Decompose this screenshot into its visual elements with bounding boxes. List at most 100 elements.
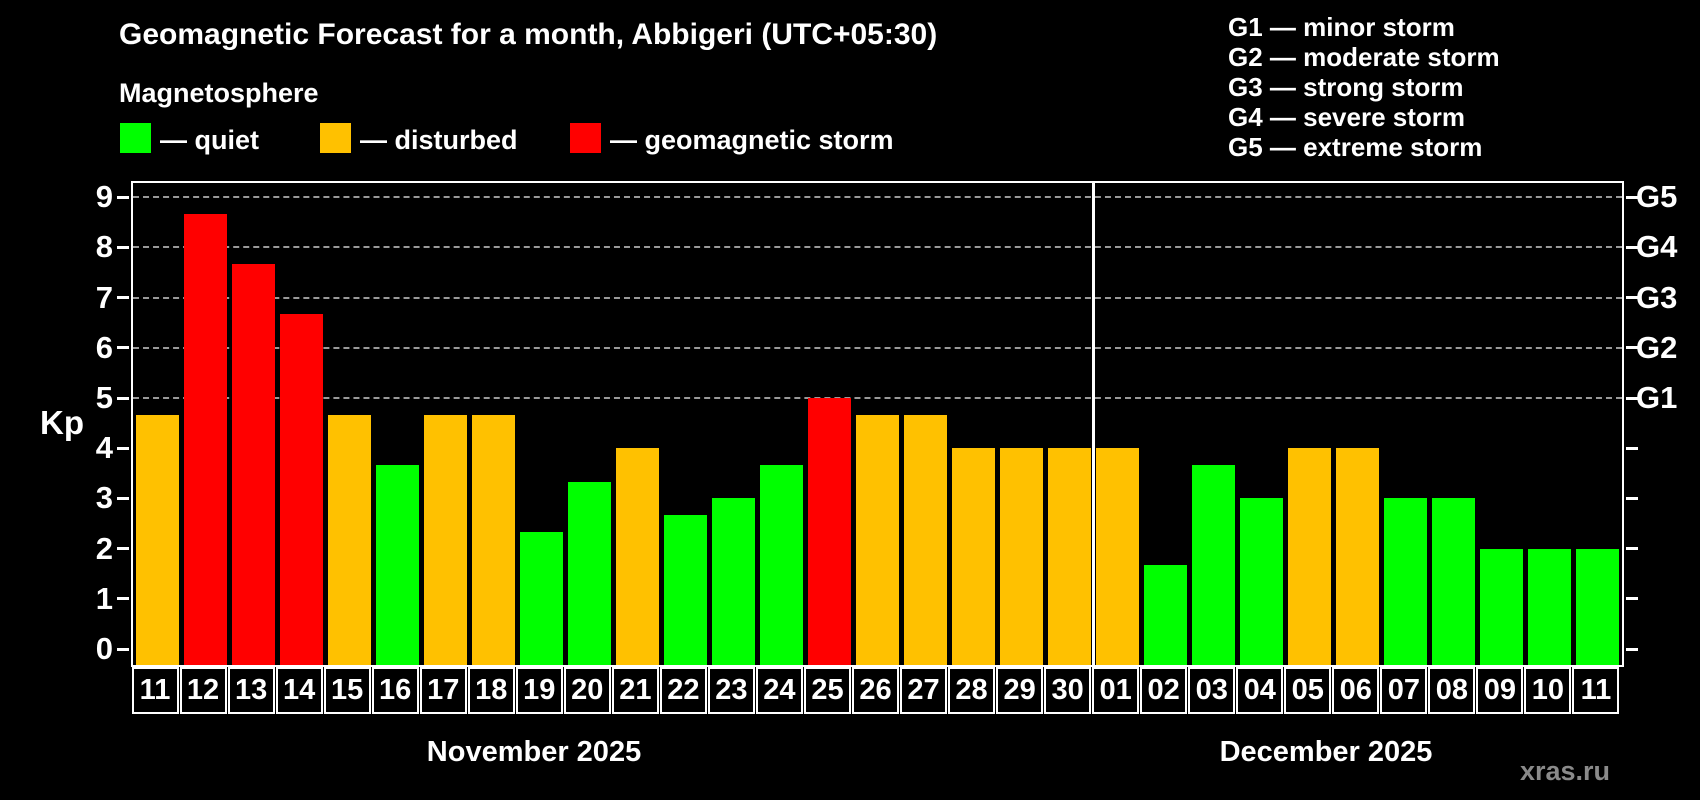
kp-bar-26	[856, 415, 899, 665]
date-box-21: 21	[611, 667, 659, 714]
kp-bar-25	[807, 398, 851, 665]
kp-bar-22	[663, 515, 707, 665]
kp-bar-12	[183, 214, 227, 665]
g-legend-line-g5: G5 — extreme storm	[1228, 132, 1483, 162]
date-box-11: 11	[131, 667, 179, 714]
date-box-26: 26	[852, 667, 899, 714]
right-tick-4	[1626, 446, 1638, 450]
g-level-label-g1: G1	[1636, 380, 1678, 415]
left-tick-1	[117, 597, 129, 601]
y-tick-label-4: 4	[95, 430, 113, 466]
g-legend-line-g3: G3 — strong storm	[1228, 72, 1464, 102]
g-level-label-g5: G5	[1636, 179, 1678, 215]
date-box-01: 01	[1092, 667, 1140, 714]
left-tick-7	[117, 296, 129, 300]
right-tick-3	[1626, 496, 1638, 500]
g-legend-line-g4: G4 — severe storm	[1228, 102, 1466, 132]
y-tick-label-8: 8	[95, 229, 113, 265]
right-tick-2	[1626, 547, 1638, 551]
kp-bar-14	[279, 314, 323, 665]
g-level-label-g4: G4	[1636, 229, 1678, 265]
y-tick-label-7: 7	[95, 279, 113, 315]
y-tick-label-6: 6	[95, 329, 113, 365]
gridline-kp6	[133, 346, 1622, 349]
date-box-11: 11	[1572, 667, 1620, 714]
kp-bar-16	[375, 465, 419, 665]
kp-bar-07	[1384, 498, 1428, 665]
date-box-23: 23	[707, 667, 755, 714]
g-level-label-g3: G3	[1636, 279, 1678, 315]
kp-bar-19	[519, 532, 563, 665]
g-legend-line-g1: G1 — minor storm	[1228, 12, 1455, 42]
kp-bar-09	[1480, 549, 1524, 665]
plot-area: 0 1 2 3 4 5 6 7 8 9 G1 G2 G3 G4 G5	[96, 180, 1677, 667]
right-tick-9	[1626, 195, 1638, 199]
y-axis-title: Kp	[40, 404, 84, 441]
date-box-08: 08	[1428, 667, 1476, 714]
kp-bar-10	[1528, 549, 1572, 665]
date-box-15: 15	[323, 667, 371, 714]
date-box-25: 25	[803, 667, 851, 714]
g-level-label-g2: G2	[1636, 329, 1678, 365]
date-box-17: 17	[419, 667, 467, 714]
chart-title: Geomagnetic Forecast for a month, Abbige…	[119, 18, 938, 51]
kp-bar-03	[1192, 465, 1236, 665]
kp-bar-04	[1240, 498, 1284, 665]
legend-quiet-label: — quiet	[160, 125, 259, 155]
left-tick-5	[117, 396, 129, 400]
kp-bar-24	[759, 465, 803, 665]
date-box-05: 05	[1284, 667, 1332, 714]
date-box-13: 13	[227, 667, 275, 714]
date-box-20: 20	[563, 667, 611, 714]
date-box-30: 30	[1044, 667, 1092, 714]
date-box-12: 12	[179, 667, 227, 714]
date-box-29: 29	[996, 667, 1044, 714]
date-box-24: 24	[755, 667, 803, 714]
date-box-03: 03	[1188, 667, 1236, 714]
kp-bar-02	[1144, 565, 1188, 665]
left-tick-0	[117, 647, 129, 651]
month-label-november: November 2025	[426, 736, 642, 768]
y-tick-label-1: 1	[95, 580, 113, 616]
legend-disturbed-swatch	[320, 123, 351, 153]
left-tick-6	[117, 346, 129, 350]
kp-bar-30	[1048, 448, 1092, 665]
y-tick-label-3: 3	[95, 480, 113, 516]
kp-bar-21	[615, 448, 659, 665]
month-separator-line	[1092, 183, 1096, 665]
x-axis-date-row: 11 12 13 14 15 16 17 18 19 20 21 22 23 24 25 26 27 28 29 30…	[131, 667, 1624, 714]
kp-bar-23	[711, 498, 755, 665]
g-legend-line-g2: G2 — moderate storm	[1228, 42, 1500, 72]
date-box-06: 06	[1332, 667, 1380, 714]
date-box-19: 19	[515, 667, 563, 714]
right-tick-8	[1626, 245, 1638, 249]
kp-bar-11	[135, 415, 179, 665]
chart-subtitle: Magnetosphere	[119, 78, 319, 108]
gridline-kp7	[133, 296, 1622, 299]
date-box-27: 27	[900, 667, 948, 714]
y-tick-label-5: 5	[95, 380, 113, 415]
left-tick-4	[117, 446, 129, 450]
kp-bar-06	[1336, 448, 1380, 665]
kp-bar-05	[1288, 448, 1332, 665]
date-box-07: 07	[1380, 667, 1428, 714]
kp-bar-13	[231, 264, 275, 665]
kp-bar-27	[904, 415, 948, 665]
left-tick-2	[117, 547, 129, 551]
kp-bar-20	[567, 482, 611, 665]
left-tick-3	[117, 496, 129, 500]
kp-bar-29	[1000, 448, 1044, 665]
legend-storm-swatch	[570, 123, 601, 153]
right-tick-1	[1626, 597, 1638, 601]
legend-disturbed-label: — disturbed	[360, 125, 518, 155]
right-tick-7	[1626, 296, 1638, 300]
date-box-16: 16	[371, 667, 419, 714]
y-tick-label-2: 2	[95, 530, 113, 566]
date-box-22: 22	[659, 667, 707, 714]
date-box-02: 02	[1140, 667, 1188, 714]
date-box-14: 14	[275, 667, 323, 714]
left-tick-8	[117, 245, 129, 249]
y-tick-label-9: 9	[95, 179, 113, 215]
left-tick-9	[117, 195, 129, 199]
date-box-10: 10	[1524, 667, 1572, 714]
